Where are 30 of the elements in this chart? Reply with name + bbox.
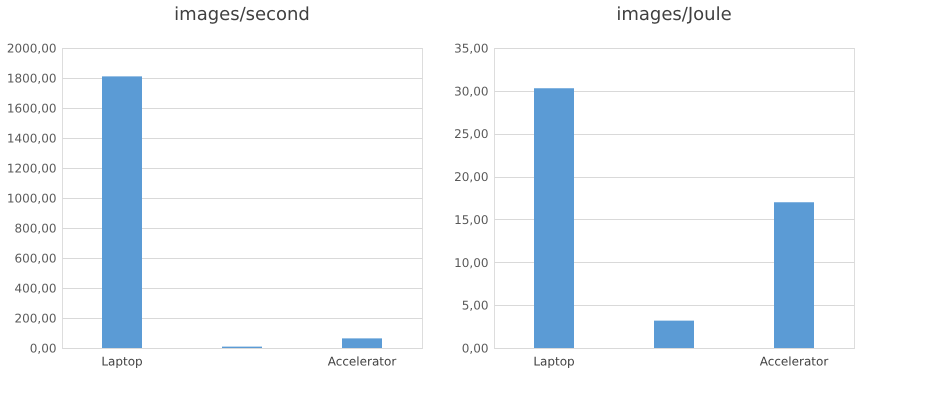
y-tick-label: 200,00	[14, 312, 56, 326]
y-tick-label: 1000,00	[6, 192, 56, 206]
x-tick-label: Laptop	[101, 354, 143, 368]
y-tick-label: 25,00	[454, 127, 488, 142]
bar	[102, 76, 142, 348]
y-tick-label: 1200,00	[6, 162, 56, 176]
y-tick-label: 400,00	[14, 282, 56, 296]
y-tick-label: 15,00	[454, 212, 488, 227]
y-tick-label: 10,00	[454, 256, 488, 270]
y-tick-label: 20,00	[454, 170, 488, 184]
y-tick-label: 1600,00	[6, 102, 56, 116]
chart-title: images/Joule	[616, 4, 732, 25]
bar	[774, 202, 814, 348]
bar	[654, 320, 694, 348]
bar	[342, 338, 382, 348]
y-tick-label: 600,00	[14, 252, 56, 266]
y-tick-label: 0,00	[30, 342, 56, 356]
bar	[534, 88, 574, 348]
x-tick-label: Accelerator	[328, 354, 396, 368]
x-tick-label: Laptop	[533, 354, 575, 368]
y-tick-label: 30,00	[454, 84, 488, 98]
y-tick-label: 1400,00	[6, 132, 56, 146]
y-tick-label: 5,00	[462, 298, 488, 313]
chart-title: images/second	[174, 4, 310, 25]
x-tick-label: Accelerator	[760, 354, 828, 368]
y-tick-label: 2000,00	[6, 42, 56, 56]
y-tick-label: 800,00	[14, 222, 56, 236]
y-tick-label: 0,00	[462, 342, 488, 356]
y-tick-label: 1800,00	[6, 72, 56, 86]
y-tick-label: 35,00	[454, 42, 488, 56]
